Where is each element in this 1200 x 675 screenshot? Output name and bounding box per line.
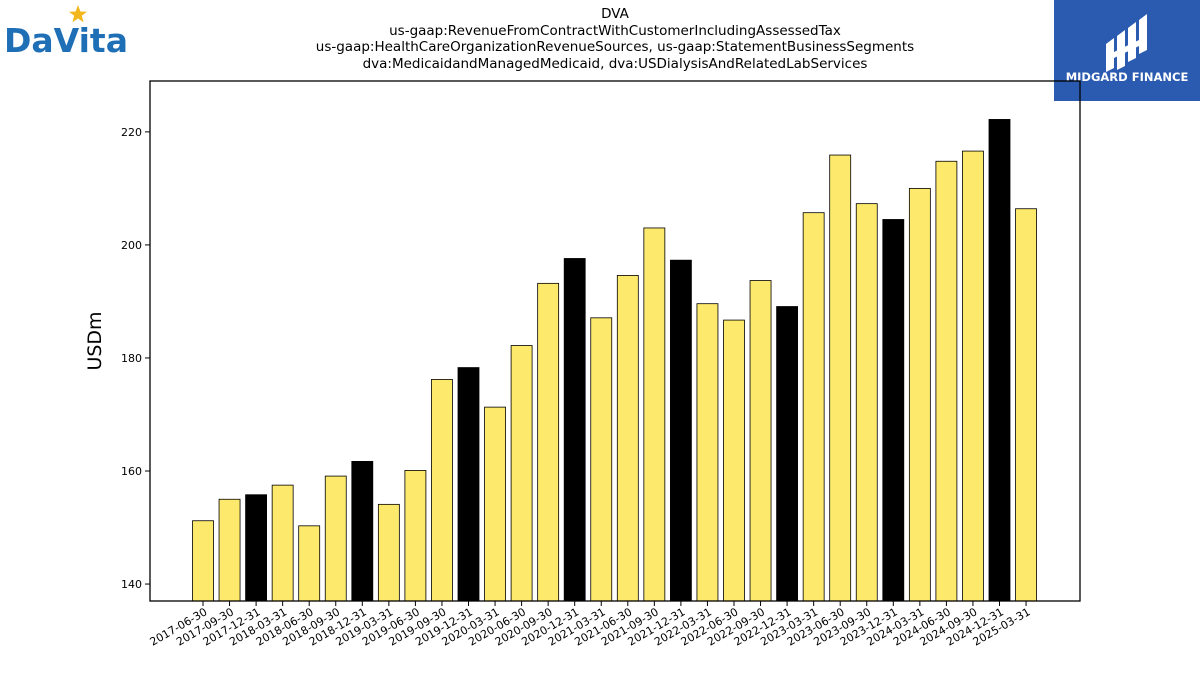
bar-2021-09-30	[643, 227, 666, 602]
midgard-logo-text: MIDGARD FINANCE	[1066, 70, 1189, 84]
bar-2020-03-31	[484, 406, 506, 602]
bar-2022-06-30	[723, 319, 745, 602]
bar-2025-03-31	[1015, 208, 1037, 602]
bar-2021-03-31	[590, 317, 613, 602]
chart-title: DVA us-gaap:RevenueFromContractWithCusto…	[0, 6, 1200, 72]
bar-2018-06-30	[298, 525, 321, 602]
bar-2022-12-31	[776, 306, 798, 602]
bar-2019-09-30	[431, 379, 453, 602]
y-tick-label: 200	[121, 239, 142, 252]
x-axis: 2017-06-302017-09-302017-12-312018-03-31…	[148, 601, 1033, 649]
title-line-2: us-gaap:RevenueFromContractWithCustomerI…	[389, 22, 841, 39]
bar-2022-03-31	[696, 303, 719, 602]
title-line-4: dva:MedicaidandManagedMedicaid, dva:USDi…	[362, 55, 868, 72]
bar-2022-09-30	[749, 280, 772, 602]
bar-2018-12-31	[351, 460, 374, 602]
bar-2018-03-31	[271, 484, 294, 602]
midgard-emblem-icon: MIDGARD FINANCE	[1066, 14, 1189, 84]
bar-2024-09-30	[962, 150, 984, 602]
bar-2023-09-30	[855, 203, 878, 602]
star-icon	[69, 5, 87, 23]
bar-2021-06-30	[616, 275, 639, 602]
bar-2019-12-31	[457, 367, 480, 602]
y-tick-label: 140	[121, 578, 142, 591]
bar-2019-03-31	[377, 503, 400, 602]
bar-2024-12-31	[988, 119, 1011, 602]
bar-2017-09-30	[218, 498, 241, 602]
title-line-3: us-gaap:HealthCareOrganizationRevenueSou…	[315, 39, 915, 55]
y-axis-label: USDm	[84, 311, 106, 370]
bar-2024-03-31	[908, 187, 931, 602]
bar-2023-03-31	[802, 212, 825, 602]
bar-2019-06-30	[404, 470, 427, 602]
bar-2017-12-31	[245, 494, 268, 602]
bars-group	[192, 119, 1037, 602]
midgard-finance-logo: MIDGARD FINANCE	[1054, 0, 1200, 101]
bar-2020-12-31	[563, 258, 586, 602]
bar-2023-12-31	[882, 219, 905, 602]
bar-2020-09-30	[537, 282, 560, 602]
y-tick-label: 180	[121, 352, 142, 365]
y-axis: 140 160 180 200 220	[121, 126, 150, 591]
y-tick-label: 220	[121, 126, 142, 139]
y-tick-label: 160	[121, 465, 142, 478]
bar-2020-06-30	[510, 345, 533, 602]
bar-2017-06-30	[192, 520, 214, 602]
davita-logo: DaVita	[4, 5, 128, 60]
title-line-1: DVA	[601, 6, 629, 22]
bar-2024-06-30	[935, 160, 958, 602]
bar-2018-09-30	[324, 475, 347, 602]
bar-2023-06-30	[829, 154, 852, 602]
davita-logo-text: DaVita	[4, 21, 128, 60]
bar-2021-12-31	[670, 259, 692, 602]
plot-frame	[149, 80, 1081, 602]
